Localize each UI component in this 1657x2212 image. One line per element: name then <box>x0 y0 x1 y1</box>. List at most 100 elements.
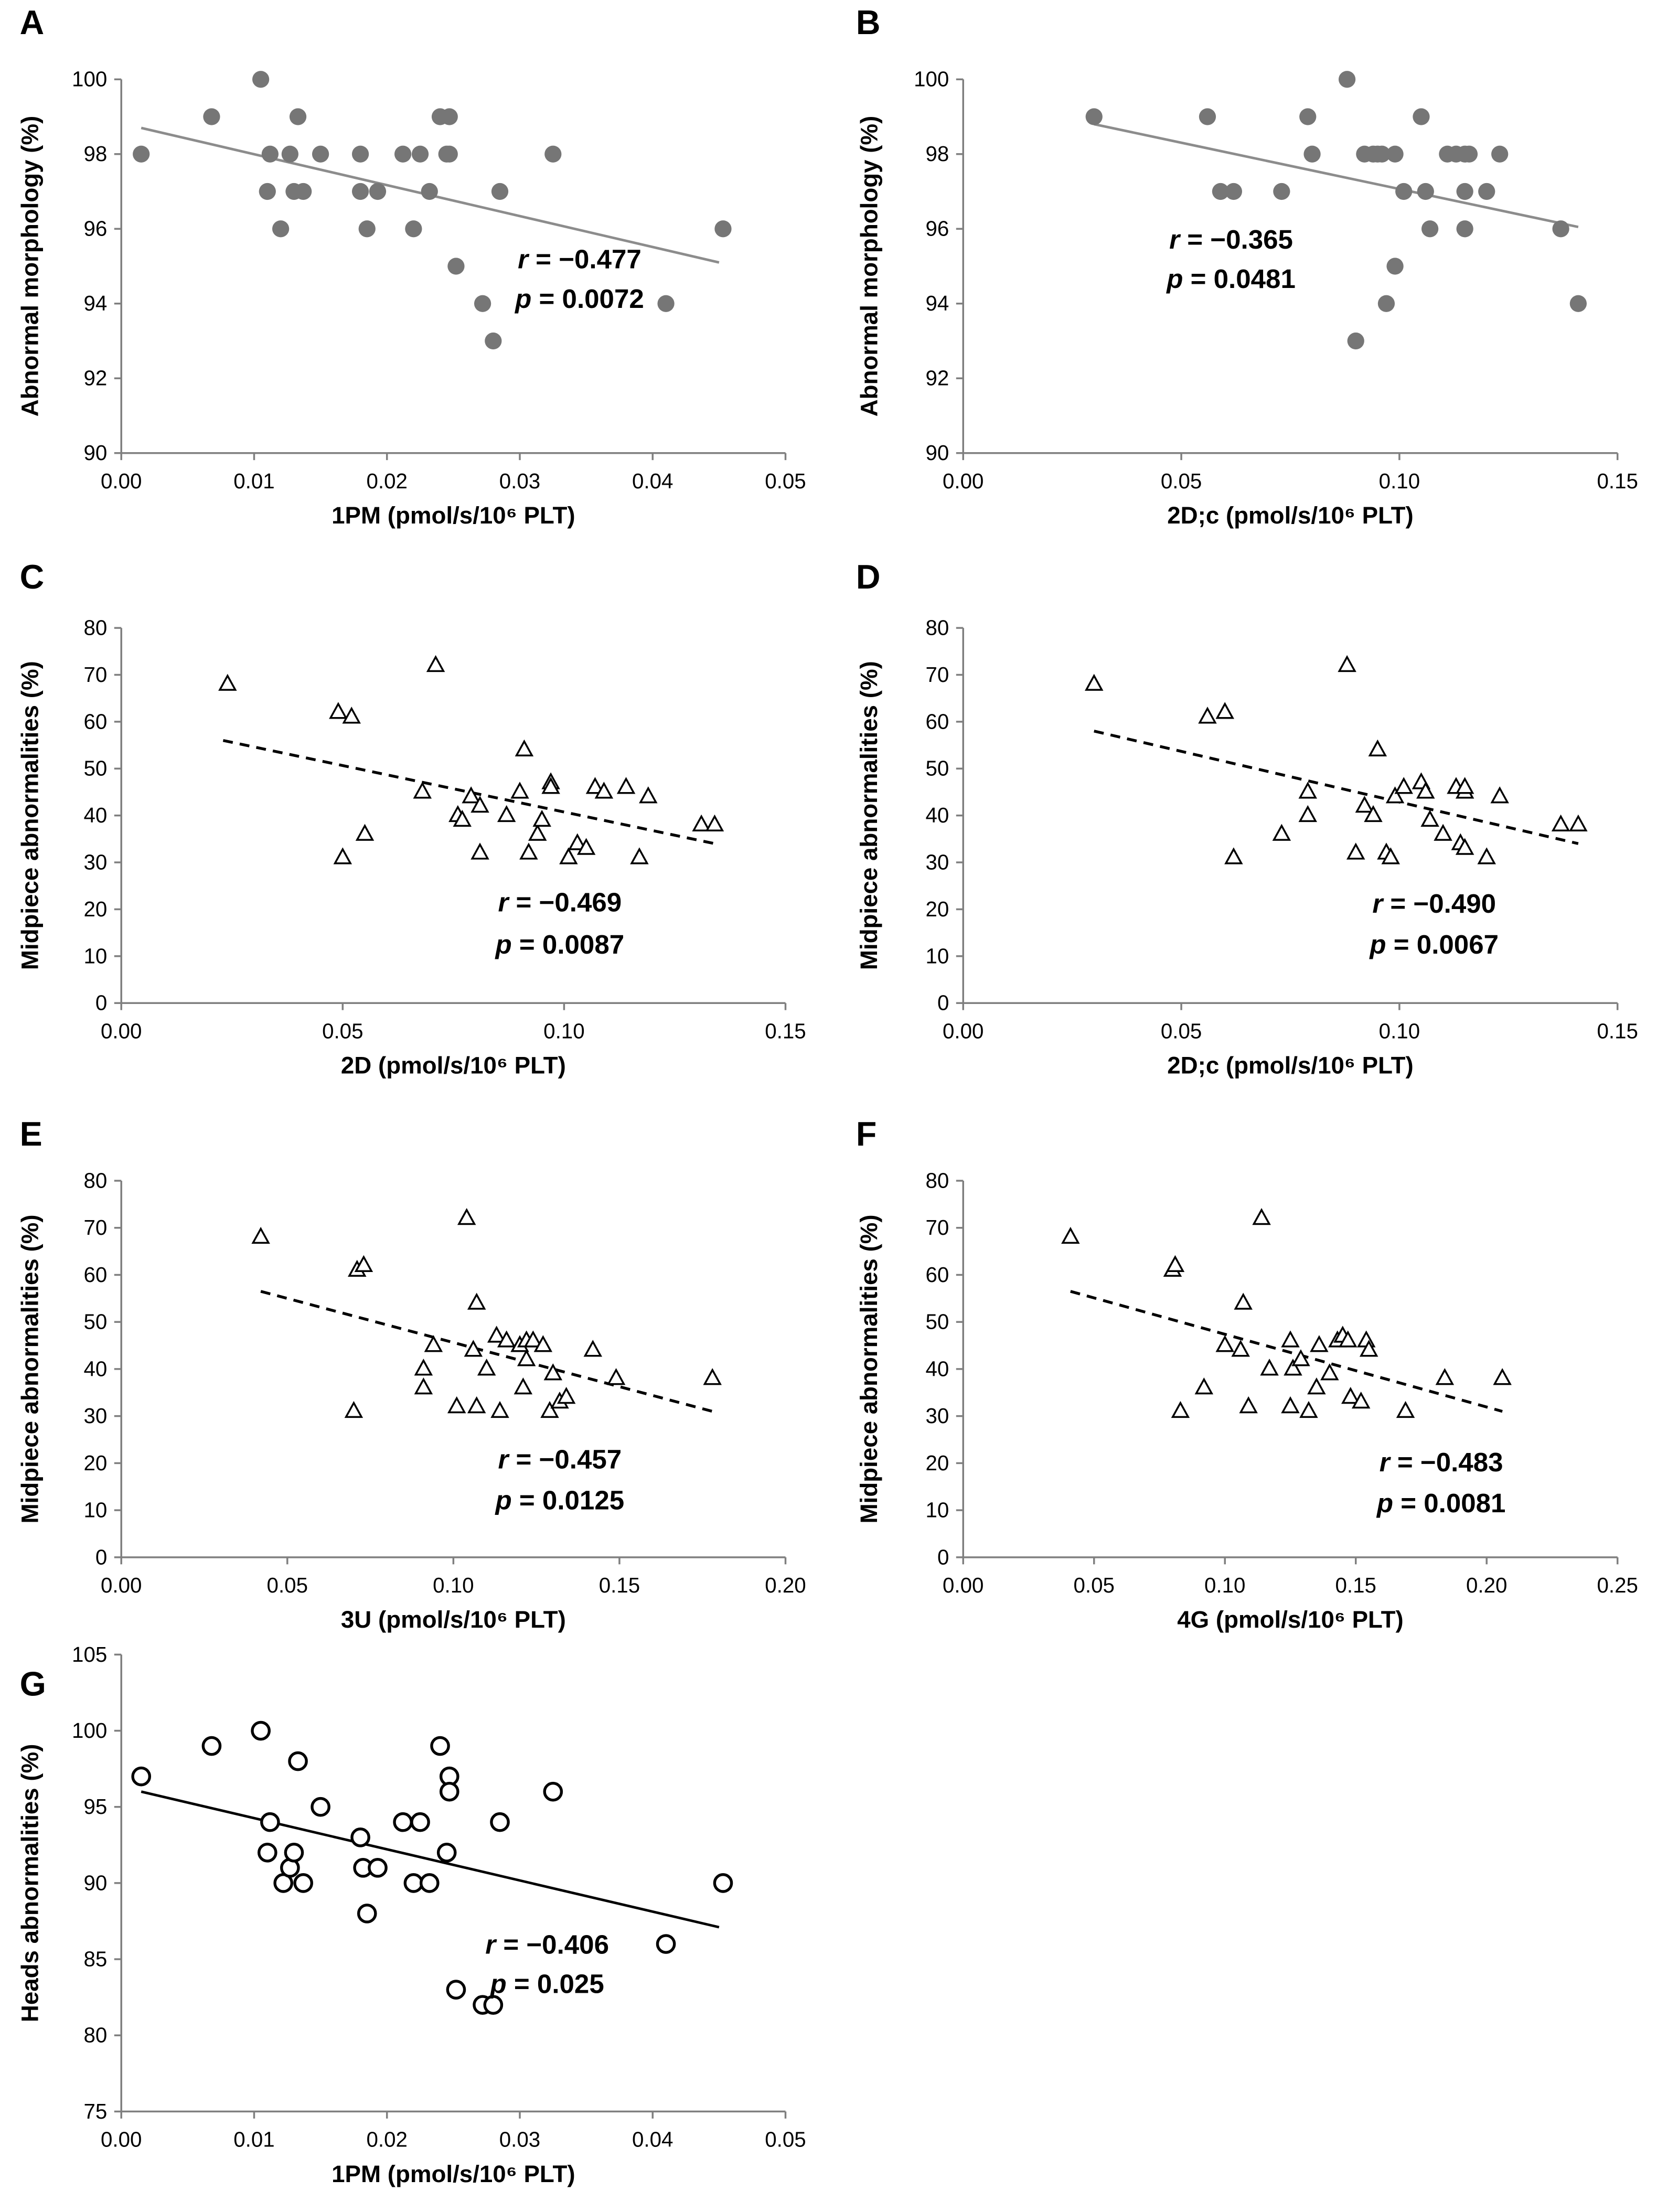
data-point <box>510 782 529 799</box>
data-point <box>1478 183 1495 200</box>
x-tick-label: 0.05 <box>322 1019 363 1043</box>
data-point <box>1284 1359 1302 1376</box>
y-tick-label: 92 <box>926 366 949 390</box>
data-point <box>281 145 298 163</box>
data-point <box>477 1359 496 1376</box>
data-point <box>1491 145 1509 163</box>
panel-e: E 0 10 20 30 40 50 60 70 80 0.00 0.05 0.10 0.15 0.20 3U… <box>17 1115 806 1633</box>
data-point <box>1368 739 1387 757</box>
data-point <box>288 1751 308 1771</box>
p-annotation: p = 0.0087 <box>495 929 625 959</box>
data-point <box>515 739 534 757</box>
data-point <box>1307 1377 1326 1395</box>
y-tick-label: 70 <box>926 662 949 687</box>
x-tick-label: 0.20 <box>765 1573 806 1597</box>
data-point <box>453 809 472 827</box>
p-annotation: p = 0.0081 <box>1376 1488 1506 1518</box>
y-tick-label: 40 <box>83 803 107 827</box>
data-point <box>414 1377 433 1395</box>
y-tick-label: 0 <box>937 991 949 1015</box>
data-point <box>594 782 614 799</box>
data-point <box>1490 786 1509 804</box>
r-annotation: r = −0.477 <box>518 244 642 274</box>
data-point <box>447 258 465 275</box>
data-point <box>656 1934 676 1954</box>
panel-letter: E <box>20 1115 42 1153</box>
panel-f: F 0 10 20 30 40 50 60 70 80 0.00 0.05 0.10 0.15 0.20 0.… <box>856 1115 1638 1633</box>
x-tick-label: 0.05 <box>1161 469 1202 493</box>
p-value: = 0.0072 <box>531 284 644 314</box>
panel-a: A 90 92 94 96 98 100 0.00 0.01 0.02 0.03 0.04 0.05 1P… <box>17 4 806 529</box>
data-point <box>543 1363 563 1381</box>
data-point <box>201 1736 222 1756</box>
x-tick-label: 0.05 <box>267 1573 308 1597</box>
r-symbol: r <box>1372 889 1384 918</box>
x-tick-label: 0.00 <box>101 2128 142 2152</box>
data-point <box>344 1401 364 1418</box>
data-point <box>426 655 445 672</box>
data-point <box>1298 805 1317 822</box>
y-tick-label: 50 <box>926 1310 949 1334</box>
data-point <box>541 777 560 794</box>
y-tick-label: 95 <box>83 1794 107 1819</box>
data-point <box>1416 782 1435 799</box>
x-tick-label: 0.10 <box>1379 469 1420 493</box>
x-tick-label: 0.02 <box>366 2128 407 2152</box>
y-tick-label: 100 <box>72 1718 107 1743</box>
data-point <box>257 1842 277 1863</box>
data-point <box>544 145 562 163</box>
data-point <box>355 824 375 841</box>
y-tick-label: 20 <box>83 897 107 921</box>
y-tick-label: 50 <box>83 1310 107 1334</box>
r-symbol: r <box>518 244 530 274</box>
data-point <box>312 145 329 163</box>
x-tick-label: 0.15 <box>1335 1573 1376 1597</box>
y-tick-label: 80 <box>83 616 107 640</box>
data-point <box>329 702 348 719</box>
data-point <box>523 1330 543 1348</box>
p-value: = 0.025 <box>507 1969 604 1999</box>
p-annotation: p = 0.0481 <box>1166 264 1296 294</box>
data-point <box>1212 183 1230 200</box>
data-point <box>1198 707 1217 724</box>
data-point <box>1413 108 1430 125</box>
y-tick-label: 60 <box>83 1263 107 1287</box>
x-tick-label: 0.01 <box>233 469 274 493</box>
y-tick-label: 98 <box>926 142 949 166</box>
data-point <box>421 183 438 200</box>
data-point <box>464 1340 483 1357</box>
data-point <box>714 220 732 238</box>
y-tick-label: 0 <box>95 991 107 1015</box>
data-point <box>585 777 605 794</box>
y-tick-label: 0 <box>937 1545 949 1569</box>
data-point <box>218 674 237 691</box>
data-point <box>289 108 307 125</box>
data-point <box>424 1335 443 1352</box>
data-point <box>1291 1349 1310 1366</box>
data-point <box>1381 847 1401 864</box>
data-point <box>203 108 220 125</box>
data-point <box>1455 777 1474 794</box>
data-point <box>1569 814 1588 832</box>
x-tick-label: 0.00 <box>101 469 142 493</box>
y-tick-label: 94 <box>926 291 949 315</box>
data-point <box>284 1842 304 1863</box>
data-point <box>490 1812 510 1832</box>
r-annotation: r = −0.365 <box>1169 225 1293 254</box>
data-point <box>1355 796 1374 813</box>
y-tick-label: 50 <box>926 756 949 781</box>
x-tick-label: 0.10 <box>543 1019 584 1043</box>
data-point <box>1199 108 1216 125</box>
data-point <box>483 1995 504 2015</box>
data-point <box>1338 655 1356 672</box>
data-point <box>583 1340 603 1357</box>
p-value: = 0.0087 <box>512 929 624 959</box>
data-point <box>403 1873 424 1893</box>
y-tick-label: 20 <box>926 897 949 921</box>
data-point <box>1171 1401 1190 1418</box>
p-symbol: p <box>1166 264 1183 294</box>
data-point <box>543 1781 563 1802</box>
data-point <box>1551 814 1570 832</box>
x-tick-label: 0.15 <box>1597 469 1638 493</box>
p-annotation: p = 0.025 <box>489 1969 604 1999</box>
